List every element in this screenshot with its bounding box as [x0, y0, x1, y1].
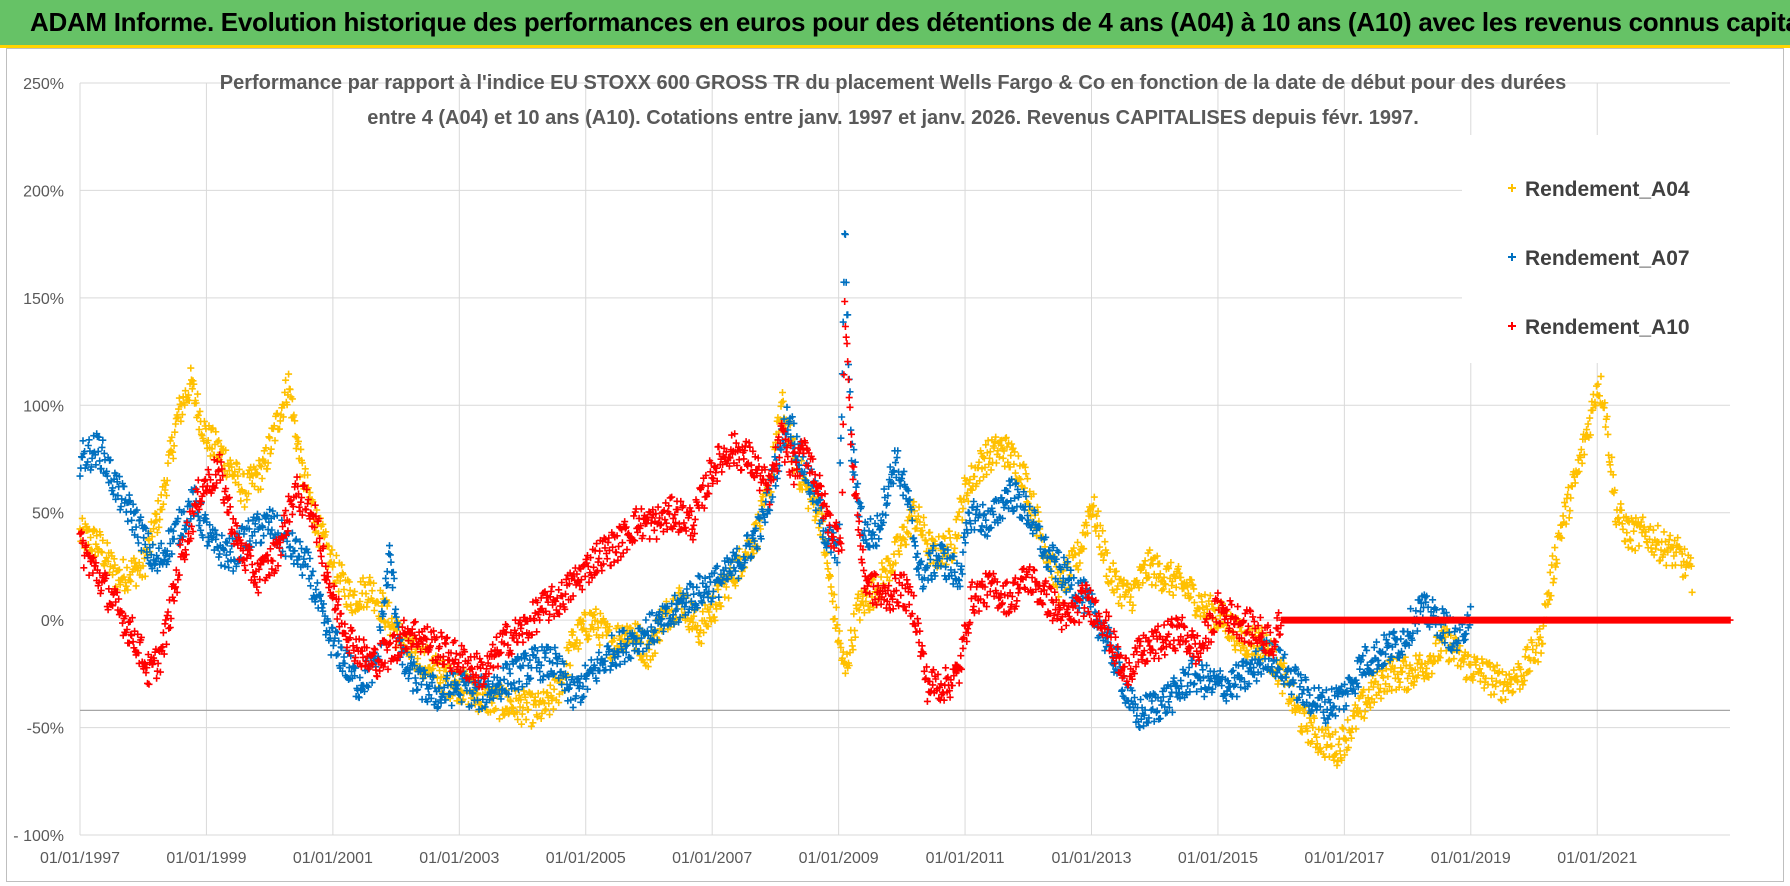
y-tick-label: 150%: [23, 291, 64, 308]
legend-label-a10: Rendement_A10: [1525, 316, 1690, 339]
y-tick-label: 200%: [23, 183, 64, 200]
legend-box: [1462, 135, 1730, 363]
legend-markers: [1508, 184, 1516, 330]
x-tick-label: 01/01/2017: [1304, 850, 1384, 867]
series-points: [76, 364, 1696, 769]
x-tick-label: 01/01/2015: [1178, 850, 1258, 867]
chart-title-line2: entre 4 (A04) et 10 ans (A10). Cotations…: [367, 107, 1419, 129]
y-tick-label: 250%: [23, 76, 64, 93]
banner-title: ADAM Informe. Evolution historique des p…: [30, 7, 1790, 37]
x-tick-label: 01/01/2021: [1557, 850, 1637, 867]
x-tick-label: 01/01/2009: [799, 850, 879, 867]
x-tick-label: 01/01/2019: [1431, 850, 1511, 867]
chart-title-line1: Performance par rapport à l'indice EU ST…: [220, 72, 1567, 94]
y-axis-ticks: 250% 200% 150% 100% 50% 0% -50% - 100%: [13, 76, 64, 845]
x-tick-label: 01/01/1999: [166, 850, 246, 867]
x-tick-label: 01/01/2003: [419, 850, 499, 867]
series-points: [76, 230, 1475, 731]
legend-label-a07: Rendement_A07: [1525, 247, 1690, 270]
y-tick-label: -50%: [27, 721, 64, 738]
title-banner: ADAM Informe. Evolution historique des p…: [0, 0, 1790, 48]
series-rendement_a10: [76, 298, 1734, 705]
y-tick-label: 100%: [23, 398, 64, 415]
y-tick-label: 0%: [41, 613, 64, 630]
legend-label-a04: Rendement_A04: [1525, 178, 1690, 201]
legend-marker-rendement_a04: [1508, 184, 1516, 192]
x-tick-label: 01/01/2011: [926, 850, 1005, 867]
x-tick-label: 01/01/2013: [1051, 850, 1131, 867]
chart-frame: [6, 48, 1784, 882]
x-tick-label: 01/01/2005: [546, 850, 626, 867]
series-layer: [76, 230, 1734, 769]
x-tick-label: 01/01/2001: [293, 850, 373, 867]
x-axis-ticks: 01/01/1997 01/01/1999 01/01/2001 01/01/2003…: [40, 850, 1637, 867]
series-rendement_a07: [76, 230, 1475, 731]
x-tick-label: 01/01/2007: [672, 850, 752, 867]
series-points: [76, 298, 1734, 705]
x-tick-label: 01/01/1997: [40, 850, 120, 867]
series-rendement_a04: [76, 364, 1696, 769]
y-tick-label: - 100%: [13, 828, 64, 845]
legend-marker-rendement_a10: [1508, 322, 1516, 330]
legend-marker-rendement_a07: [1508, 253, 1516, 261]
y-tick-label: 50%: [32, 506, 64, 523]
